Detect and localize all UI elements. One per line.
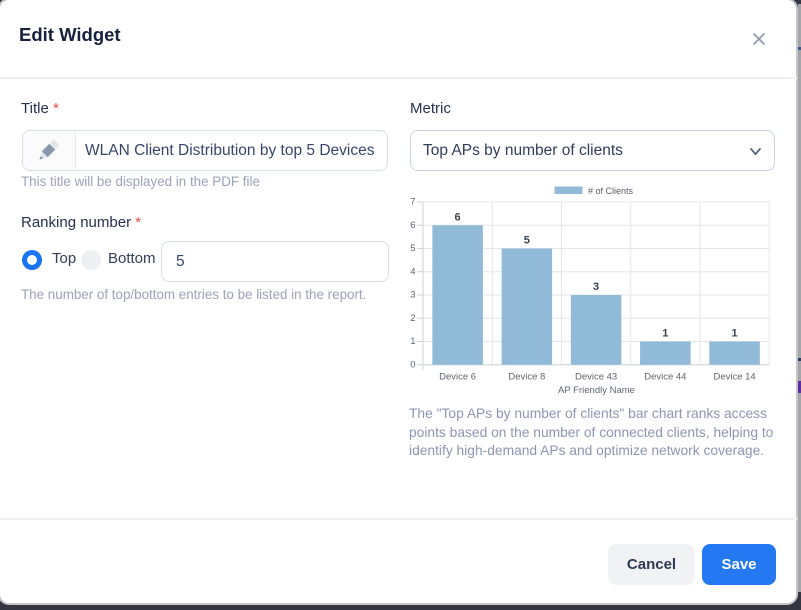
svg-text:7: 7 [410, 197, 415, 208]
svg-text:0: 0 [410, 359, 415, 370]
svg-text:1: 1 [410, 336, 415, 347]
svg-text:Device 44: Device 44 [644, 372, 686, 383]
svg-text:3: 3 [593, 281, 599, 293]
svg-text:3: 3 [410, 290, 415, 301]
svg-text:5: 5 [410, 243, 415, 254]
svg-text:Device 8: Device 8 [508, 372, 545, 383]
svg-text:4: 4 [410, 266, 415, 277]
svg-text:Device 6: Device 6 [439, 372, 476, 383]
svg-text:Device 43: Device 43 [575, 372, 617, 383]
svg-text:# of Clients: # of Clients [588, 186, 634, 196]
svg-text:Device 14: Device 14 [713, 372, 755, 383]
svg-text:5: 5 [524, 235, 530, 247]
svg-text:6: 6 [410, 220, 415, 231]
svg-text:6: 6 [455, 211, 461, 223]
svg-text:2: 2 [410, 313, 415, 324]
svg-text:AP Friendly Name: AP Friendly Name [558, 385, 635, 396]
svg-text:1: 1 [662, 328, 668, 340]
svg-text:1: 1 [732, 328, 738, 340]
